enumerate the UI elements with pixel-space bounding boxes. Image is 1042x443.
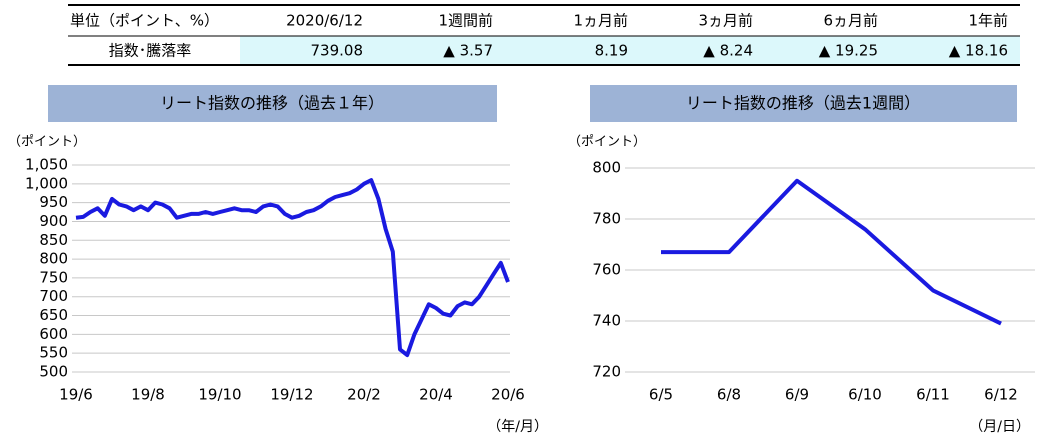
chart-title: リート指数の推移（過去1週間） bbox=[686, 94, 920, 113]
y-tick-label: 650 bbox=[39, 306, 68, 324]
header-cell: 2020/6/12 bbox=[286, 12, 363, 30]
x-tick-label: 19/10 bbox=[198, 386, 241, 404]
y-tick-label: 1,000 bbox=[25, 174, 68, 192]
y-tick-label: 750 bbox=[39, 268, 68, 286]
y-tick-label: 700 bbox=[39, 287, 68, 305]
cell: ▲ 18.16 bbox=[949, 42, 1008, 60]
row-label: 指数･騰落率 bbox=[109, 42, 192, 60]
y-tick-label: 800 bbox=[39, 250, 68, 268]
header-cell: 6ヵ月前 bbox=[823, 12, 878, 30]
row-highlight bbox=[240, 36, 1020, 65]
header-cell: 単位（ポイント、%） bbox=[70, 12, 219, 30]
x-tick-label: 20/4 bbox=[419, 386, 453, 404]
y-tick-label: 800 bbox=[592, 159, 621, 177]
x-axis-label: （年/月） bbox=[487, 419, 548, 435]
y-tick-label: 950 bbox=[39, 193, 68, 211]
cell: 739.08 bbox=[311, 42, 364, 60]
cell: ▲ 8.24 bbox=[703, 42, 753, 60]
y-tick-label: 600 bbox=[39, 325, 68, 343]
y-tick-label: 740 bbox=[592, 312, 621, 330]
y-tick-label: 1,050 bbox=[25, 156, 68, 174]
x-tick-label: 19/8 bbox=[131, 386, 165, 404]
header-cell: 1ヵ月前 bbox=[573, 12, 628, 30]
x-tick-label: 6/10 bbox=[848, 386, 882, 404]
y-tick-label: 720 bbox=[592, 363, 621, 381]
title-box bbox=[48, 85, 497, 122]
data-line bbox=[661, 178, 1002, 326]
x-tick-label: 20/6 bbox=[491, 386, 525, 404]
chart-title: リート指数の推移（過去１年） bbox=[160, 94, 384, 113]
cell: ▲ 3.57 bbox=[443, 42, 493, 60]
header-cell: 1週間前 bbox=[438, 12, 493, 30]
title-box bbox=[590, 85, 1017, 122]
data-line bbox=[75, 178, 510, 358]
y-tick-label: 900 bbox=[39, 212, 68, 230]
y-tick-label: 850 bbox=[39, 231, 68, 249]
y-axis-label: （ポイント） bbox=[8, 135, 86, 150]
y-tick-label: 780 bbox=[592, 210, 621, 228]
x-tick-label: 6/8 bbox=[717, 386, 741, 404]
cell: 8.19 bbox=[595, 42, 628, 60]
x-tick-label: 6/5 bbox=[649, 386, 673, 404]
y-axis-label: （ポイント） bbox=[568, 135, 646, 150]
x-tick-label: 19/12 bbox=[270, 386, 313, 404]
x-axis-label: （月/日） bbox=[969, 419, 1030, 435]
header-cell: 1年前 bbox=[968, 12, 1008, 30]
x-tick-label: 19/6 bbox=[59, 386, 93, 404]
x-tick-label: 20/2 bbox=[347, 386, 381, 404]
x-tick-label: 6/12 bbox=[984, 386, 1018, 404]
y-tick-label: 500 bbox=[39, 363, 68, 381]
x-tick-label: 6/9 bbox=[785, 386, 809, 404]
cell: ▲ 19.25 bbox=[819, 42, 878, 60]
header-cell: 3ヵ月前 bbox=[698, 12, 753, 30]
y-tick-label: 550 bbox=[39, 344, 68, 362]
y-tick-label: 760 bbox=[592, 261, 621, 279]
x-tick-label: 6/11 bbox=[916, 386, 950, 404]
